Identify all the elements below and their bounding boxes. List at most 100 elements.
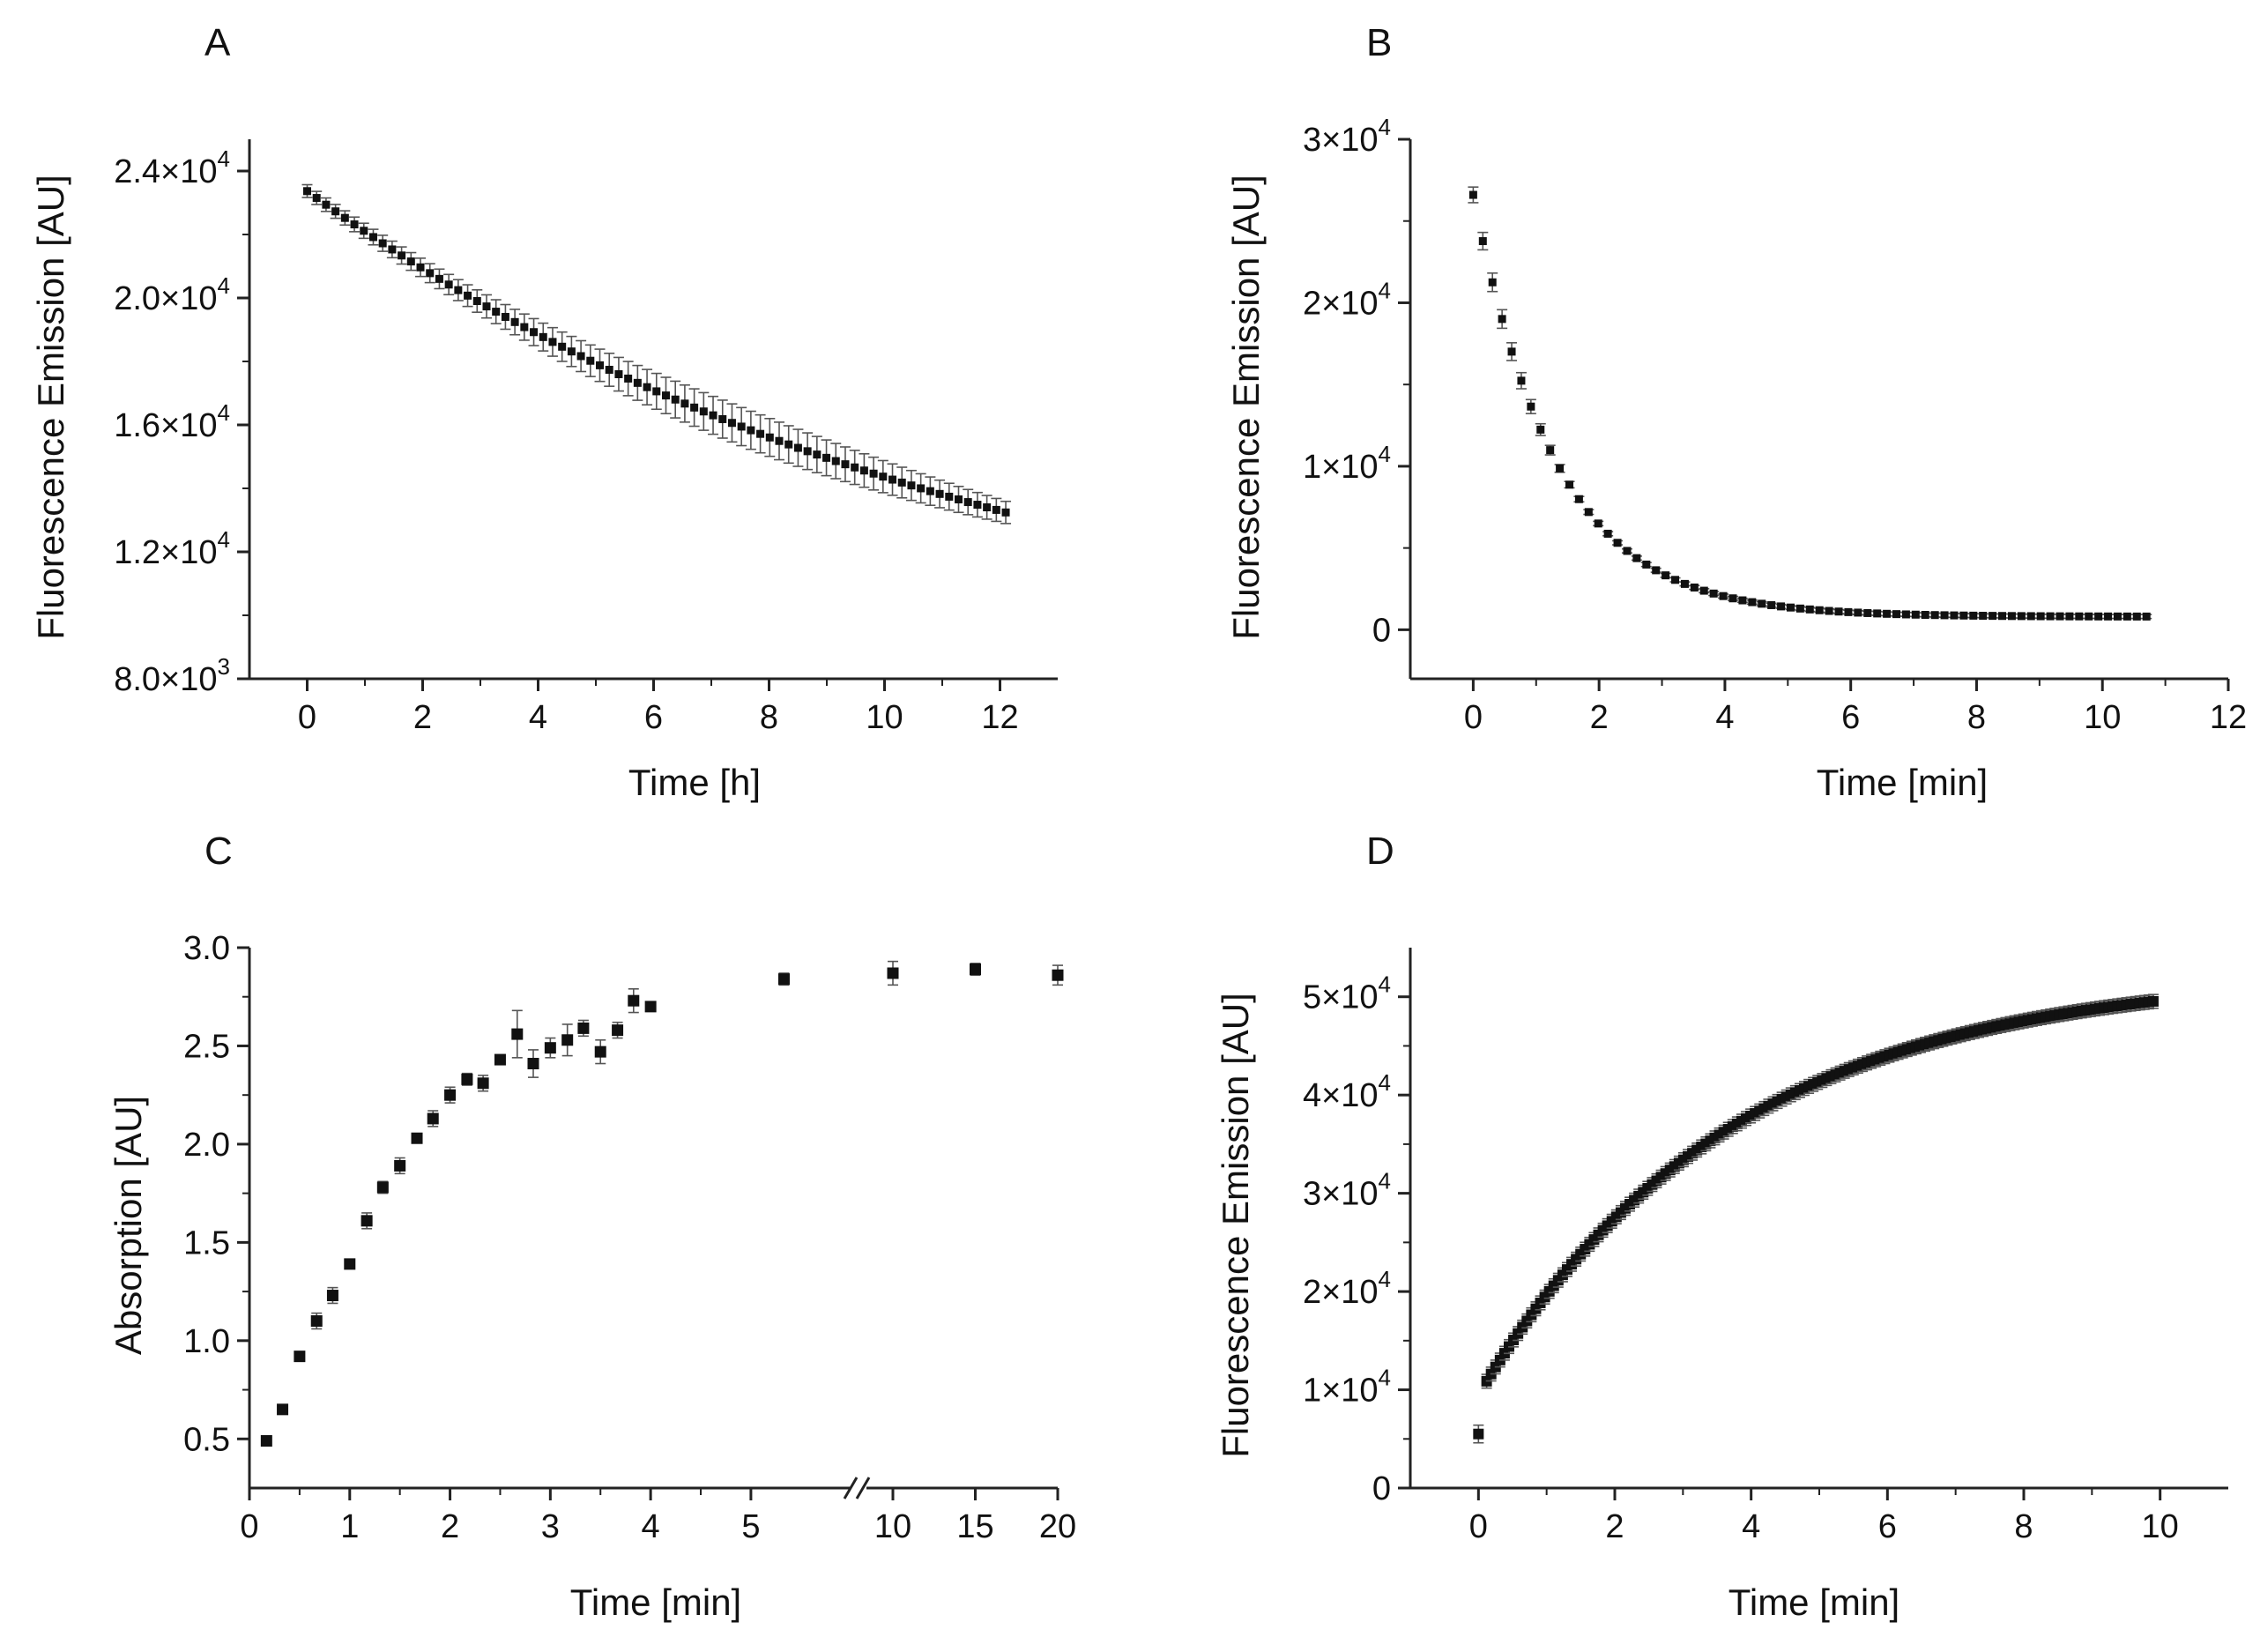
- panel-D-x-axis-title: Time [min]: [1728, 1581, 1899, 1623]
- data-point: [492, 308, 501, 316]
- panel-B-x-axis-title: Time [min]: [1817, 762, 1988, 803]
- data-point: [709, 411, 717, 420]
- data-point: [1795, 604, 1804, 613]
- x-tick-label: 12: [981, 699, 1018, 736]
- panel-D-y-axis-title: Fluorescence Emission [AU]: [1215, 993, 1256, 1458]
- data-point: [945, 492, 954, 501]
- data-point: [652, 387, 661, 396]
- data-point: [612, 1024, 624, 1037]
- y-tick-label: 0.5: [183, 1421, 230, 1458]
- data-point: [1594, 519, 1602, 528]
- data-point: [1950, 611, 1959, 620]
- y-tick-label: 3.0: [183, 930, 230, 967]
- data-point: [859, 466, 868, 475]
- data-point: [361, 1215, 373, 1227]
- y-tick-label: 0: [1372, 1470, 1391, 1507]
- data-point: [661, 391, 670, 400]
- data-point: [1565, 480, 1574, 489]
- y-tick-label: 3×104: [1303, 114, 1391, 159]
- data-point: [727, 419, 736, 428]
- data-point: [784, 440, 793, 449]
- panel-B-letter: B: [1366, 21, 1392, 64]
- data-point: [1748, 598, 1757, 606]
- data-point: [1632, 554, 1641, 562]
- data-point: [1767, 600, 1776, 609]
- data-point: [1498, 315, 1506, 324]
- data-point: [1052, 969, 1064, 981]
- data-point: [2085, 612, 2093, 621]
- panel-A-x-ticks: 0 2 4 6 8 10 12: [298, 679, 1019, 736]
- panel-B-data-points: [1468, 186, 2152, 621]
- data-point: [1699, 586, 1708, 595]
- data-point: [376, 1181, 389, 1194]
- data-point: [1815, 606, 1824, 614]
- data-point: [322, 200, 331, 209]
- data-point: [897, 478, 906, 487]
- data-point: [1911, 610, 1920, 619]
- data-point: [1574, 495, 1583, 503]
- data-point: [501, 312, 509, 321]
- data-point: [887, 967, 899, 979]
- data-point: [1546, 446, 1555, 455]
- x-tick-label: 10: [866, 699, 903, 736]
- data-point: [2113, 612, 2122, 621]
- panel-A-letter: A: [204, 21, 231, 64]
- x-tick-label: 2: [441, 1508, 459, 1545]
- data-point: [596, 361, 605, 369]
- data-point: [2132, 612, 2141, 621]
- data-point: [1825, 606, 1833, 615]
- data-point: [1738, 596, 1747, 605]
- data-point: [690, 403, 699, 412]
- panel-D-x-ticks: 0 2 4 6 8 10: [1469, 1488, 2179, 1545]
- data-point: [963, 498, 972, 507]
- data-point: [2036, 612, 2045, 621]
- panel-C-y-axis-title: Absorption [AU]: [108, 1096, 149, 1355]
- x-tick-label: 4: [1742, 1508, 1760, 1545]
- y-tick-label: 4×104: [1303, 1069, 1391, 1114]
- data-point: [406, 257, 415, 266]
- data-point: [435, 274, 443, 283]
- data-point: [1473, 1428, 1484, 1440]
- panel-B-y-axis-title: Fluorescence Emission [AU]: [1225, 175, 1267, 640]
- panel-A-y-ticks: 8.0×103 1.2×104 1.6×104 2.0×104 2.4×104: [114, 145, 249, 698]
- data-point: [277, 1403, 289, 1416]
- data-point: [1623, 547, 1632, 555]
- y-tick-label: 1.5: [183, 1224, 230, 1261]
- data-point: [1652, 566, 1661, 575]
- data-point: [340, 213, 349, 222]
- data-point: [548, 338, 557, 346]
- data-point: [594, 1046, 606, 1058]
- x-tick-label: 6: [1841, 699, 1860, 736]
- data-point: [331, 207, 340, 216]
- data-point: [1662, 571, 1670, 580]
- data-point: [869, 469, 878, 478]
- data-point: [699, 407, 708, 416]
- data-point: [926, 487, 934, 495]
- data-point: [831, 457, 840, 465]
- data-point: [970, 964, 981, 976]
- panel-D-letter: D: [1366, 830, 1394, 873]
- data-point: [576, 352, 585, 361]
- data-point: [1728, 594, 1737, 603]
- x-tick-label: 4: [1715, 699, 1734, 736]
- data-point: [1507, 347, 1516, 356]
- data-point: [310, 1315, 323, 1328]
- data-point: [378, 239, 387, 248]
- panel-C-x-axis-title: Time [min]: [570, 1581, 741, 1623]
- data-point: [888, 475, 897, 484]
- data-point: [1642, 560, 1651, 569]
- x-tick-label: 6: [644, 699, 663, 736]
- data-point: [973, 501, 982, 510]
- data-point: [1584, 508, 1593, 517]
- data-point: [398, 251, 406, 260]
- data-point: [2026, 612, 2035, 621]
- data-point: [1671, 576, 1680, 584]
- data-point: [1478, 237, 1487, 246]
- y-tick-label: 0: [1372, 612, 1391, 649]
- y-tick-label: 2×104: [1303, 277, 1391, 322]
- data-point: [444, 1089, 457, 1101]
- data-point: [427, 1112, 439, 1125]
- data-point: [605, 365, 613, 374]
- data-point: [1468, 190, 1477, 199]
